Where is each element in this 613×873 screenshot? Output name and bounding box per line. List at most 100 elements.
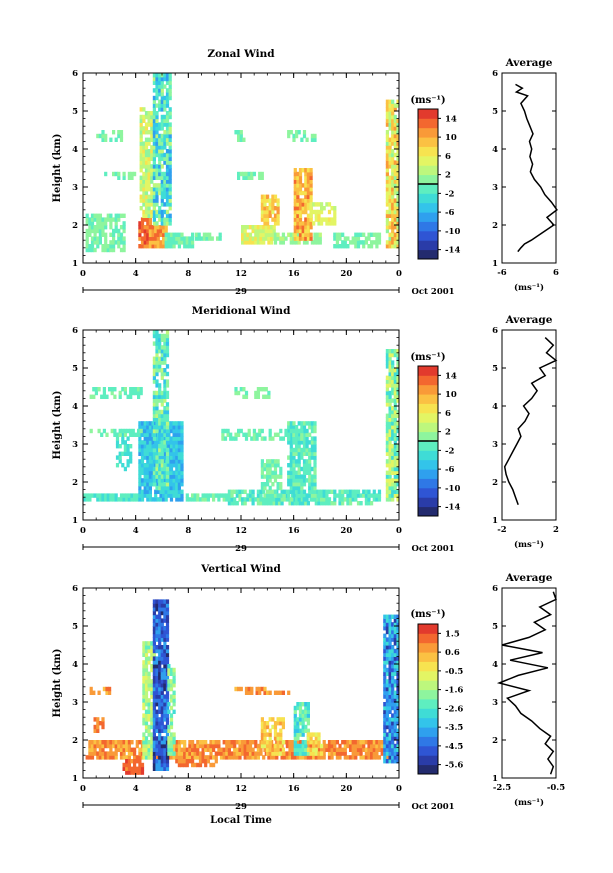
heatmap-cell [396, 444, 399, 449]
heatmap-cell [297, 493, 301, 498]
heatmap-cell [148, 455, 152, 460]
heatmap-cell [271, 474, 275, 479]
heatmap-cell [175, 425, 179, 430]
heatmap-cell [396, 179, 399, 184]
heatmap-cell [159, 228, 163, 234]
heatmap-cell [385, 493, 389, 498]
heatmap-cell [152, 656, 156, 661]
heatmap-cell [113, 387, 117, 392]
heatmap-cell [267, 755, 271, 760]
heatmap-cell [297, 482, 301, 487]
heatmap-cell [293, 732, 297, 737]
heatmap-cell [175, 428, 179, 434]
heatmap-cell [143, 436, 147, 441]
heatmap-cell [388, 690, 392, 695]
heatmap-cell [317, 501, 321, 506]
heatmap-cell [127, 751, 131, 756]
heatmap-cell [140, 421, 145, 426]
heatmap-cell [138, 232, 142, 237]
heatmap-cell [169, 717, 174, 722]
average-y-tick-label: 6 [492, 69, 498, 79]
heatmap-cell [152, 406, 156, 411]
heatmap-cell [310, 137, 314, 142]
heatmap-cell [168, 160, 172, 165]
heatmap-cell [147, 202, 151, 207]
heatmap-cell [263, 194, 267, 199]
heatmap-cell [144, 728, 149, 733]
heatmap-cell [383, 667, 387, 673]
heatmap-cell [146, 228, 150, 234]
heatmap-cell [85, 217, 89, 222]
heatmap-cell [122, 171, 126, 177]
heatmap-cell [155, 759, 159, 764]
heatmap-cell [305, 478, 309, 483]
heatmap-cell [263, 728, 267, 733]
heatmap-cell [85, 232, 89, 237]
heatmap-cell [169, 679, 174, 684]
heatmap-cell [201, 747, 205, 752]
heatmap-cell [396, 629, 399, 635]
heatmap-cell [139, 428, 143, 434]
heatmap-cell [251, 228, 255, 234]
heatmap-cell [248, 743, 253, 749]
heatmap-cell [121, 451, 125, 456]
heatmap-cell [383, 759, 387, 764]
heatmap-cell [267, 232, 271, 237]
heatmap-cell [142, 713, 146, 718]
heatmap-cell [152, 732, 156, 737]
heatmap-cell [194, 236, 199, 241]
heatmap-cell [254, 743, 258, 749]
heatmap-cell [139, 141, 143, 146]
heatmap-cell [165, 221, 170, 226]
heatmap-cell [250, 175, 254, 180]
heatmap-cell [393, 152, 397, 158]
heatmap-cell [158, 187, 162, 192]
heatmap-cell [391, 664, 395, 669]
heatmap-cell [388, 675, 392, 680]
heatmap-cell [156, 440, 160, 445]
heatmap-cell [385, 451, 389, 456]
heatmap-cell [165, 122, 170, 127]
heatmap-cell [144, 679, 149, 684]
heatmap-cell [152, 626, 156, 631]
heatmap-cell [155, 675, 159, 680]
heatmap-cell [308, 470, 312, 475]
heatmap-cell [112, 217, 116, 222]
heatmap-cell [155, 84, 159, 89]
x-tick-label: 8 [185, 784, 191, 794]
heatmap-cell [112, 247, 116, 253]
heatmap-cell [385, 618, 389, 623]
heatmap-cell [140, 444, 145, 449]
heatmap-cell [388, 383, 392, 388]
heatmap-cell [168, 171, 172, 177]
zonal-wind-average-title: Average [505, 57, 553, 69]
heatmap-cell [383, 705, 387, 711]
heatmap-cell [330, 740, 334, 745]
heatmap-cell [327, 747, 332, 752]
heatmap-cell [393, 103, 397, 108]
heatmap-cell [147, 641, 151, 646]
heatmap-cell [167, 736, 171, 741]
heatmap-cell [158, 728, 162, 733]
heatmap-cell [396, 206, 399, 211]
heatmap-cell [167, 671, 171, 676]
heatmap-cell [158, 417, 162, 422]
heatmap-cell [191, 232, 195, 237]
heatmap-cell [388, 459, 392, 464]
heatmap-cell [183, 244, 187, 249]
heatmap-cell [388, 633, 392, 638]
heatmap-cell [301, 709, 305, 714]
heatmap-cell [289, 444, 293, 449]
heatmap-cell [163, 99, 167, 104]
heatmap-cell [396, 478, 399, 483]
heatmap-cell [385, 656, 389, 661]
heatmap-cell [388, 751, 392, 756]
zonal-wind-average-frame [501, 72, 557, 264]
heatmap-cell [375, 747, 379, 752]
heatmap-cell [165, 171, 170, 177]
heatmap-cell [152, 356, 156, 361]
heatmap-cell [388, 656, 392, 661]
heatmap-cell [301, 501, 305, 506]
heatmap-cell [295, 451, 299, 456]
